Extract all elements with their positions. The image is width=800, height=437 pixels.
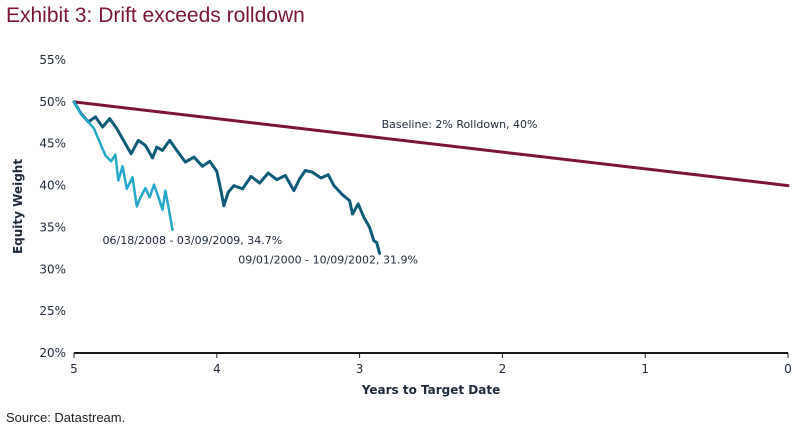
line-series-2008	[72, 100, 174, 232]
y-tick-label: 35%	[39, 220, 66, 234]
y-tick-label: 45%	[39, 137, 66, 151]
y-tick-label: 30%	[39, 262, 66, 276]
annotation-baseline: Baseline: 2% Rolldown, 40%	[382, 118, 538, 131]
page-title: Exhibit 3: Drift exceeds rolldown	[6, 4, 305, 27]
line-baseline	[72, 100, 790, 188]
line-series-2000	[72, 100, 382, 255]
x-tick-label: 0	[784, 362, 792, 376]
y-tick-label: 55%	[39, 53, 66, 67]
annotation-series-2008: 06/18/2008 - 03/09/2009, 34.7%	[103, 234, 283, 247]
source-note: Source: Datastream.	[6, 410, 126, 425]
x-tick-label: 4	[213, 362, 221, 376]
annotations: Baseline: 2% Rolldown, 40% 09/01/2000 - 1…	[103, 118, 538, 267]
x-axis-ticks: 5 4 3 2 1 0	[70, 353, 792, 376]
y-axis-ticks: 20% 25% 30% 35% 40% 45% 50% 55%	[39, 53, 66, 360]
y-tick-label: 40%	[39, 179, 66, 193]
x-tick-label: 5	[70, 362, 78, 376]
y-tick-label: 50%	[39, 95, 66, 109]
y-axis-label: Equity Weight	[11, 159, 25, 254]
annotation-series-2000: 09/01/2000 - 10/09/2002, 31.9%	[238, 253, 418, 266]
series-lines	[72, 100, 790, 255]
x-tick-label: 3	[356, 362, 364, 376]
x-axis-label: Years to Target Date	[361, 383, 500, 397]
y-tick-label: 25%	[39, 304, 66, 318]
x-tick-label: 2	[499, 362, 507, 376]
y-tick-label: 20%	[39, 346, 66, 360]
x-tick-label: 1	[641, 362, 649, 376]
